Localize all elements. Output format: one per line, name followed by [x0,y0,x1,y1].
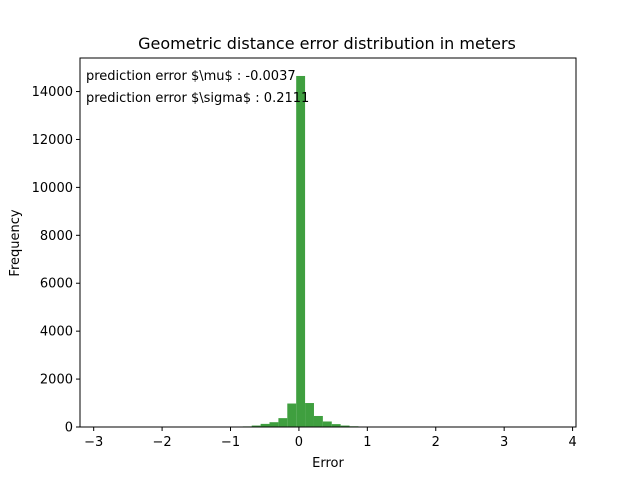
chart-title: Geometric distance error distribution in… [138,34,516,53]
histogram-bar [260,423,270,427]
y-tick-label: 2000 [40,373,73,388]
histogram-bar [331,424,341,427]
y-tick-label: 4000 [40,325,73,340]
x-tick-label: −2 [153,435,172,450]
y-tick-label: 0 [65,421,73,436]
x-tick-label: 3 [500,435,508,450]
y-tick-label: 12000 [32,133,73,148]
x-tick-label: 0 [295,435,303,450]
x-tick-label: 4 [568,435,576,450]
x-tick-label: 2 [432,435,440,450]
y-tick-label: 10000 [32,181,73,196]
annotation-std: prediction error $\sigma$ : 0.2111 [86,91,309,106]
x-axis: −3 −2 −1 0 1 2 3 4 [84,427,577,450]
x-axis-label: Error [312,456,344,471]
histogram-bar [305,403,314,427]
x-tick-label: −3 [84,435,103,450]
histogram-bar [287,403,297,427]
bars [233,75,368,428]
histogram-bar [340,425,350,427]
y-axis-label: Frequency [8,209,23,276]
plot-frame [79,57,577,428]
histogram-bar [269,422,279,427]
histogram-bar [251,425,261,427]
histogram-bar [296,75,306,428]
histogram-bar [313,415,323,427]
x-tick-label: −1 [221,435,240,450]
y-tick-label: 14000 [32,85,73,100]
y-tick-label: 6000 [40,277,73,292]
annotation-mean: prediction error $\mu$ : -0.0037 [86,69,296,84]
x-tick-label: 1 [363,435,371,450]
histogram-bar [322,421,332,427]
y-axis: 0 2000 4000 6000 8000 10000 12000 14000 [32,85,80,436]
y-tick-label: 8000 [40,229,73,244]
histogram-bar [278,418,288,427]
